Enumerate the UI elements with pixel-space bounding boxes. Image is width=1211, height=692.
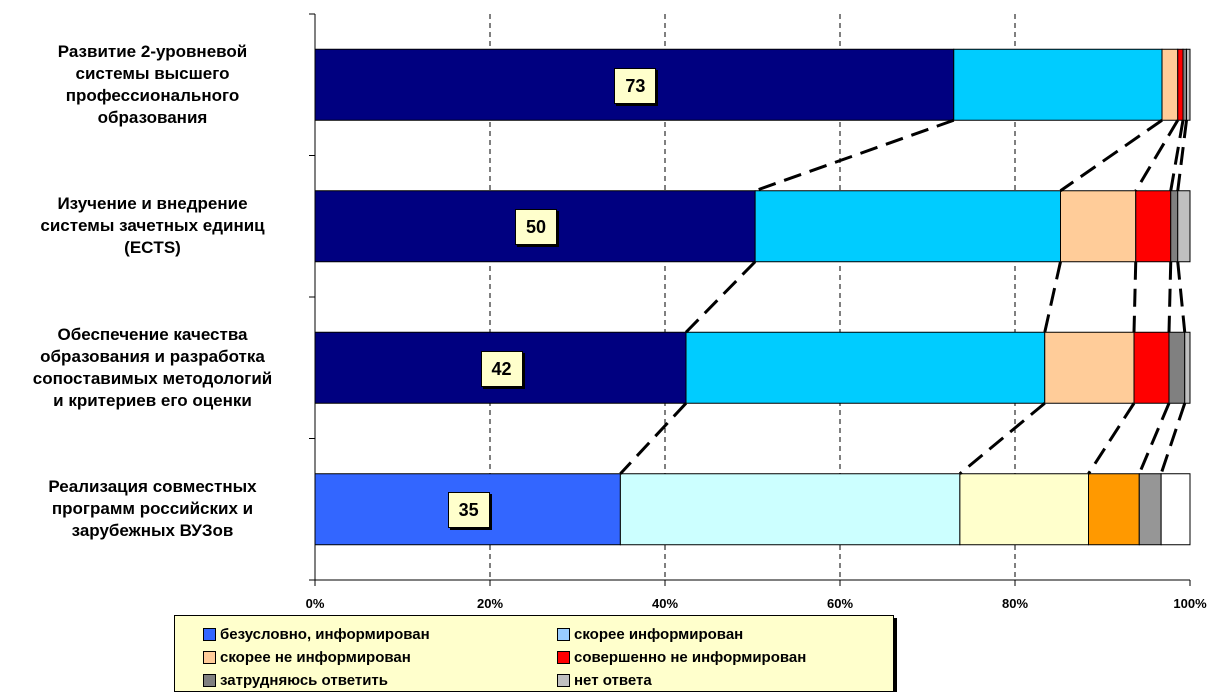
x-tick-label: 80% [1002,596,1028,611]
bar-segment [1135,190,1172,263]
category-label: Изучение и внедрение системы зачетных ед… [40,194,265,258]
legend-swatch [557,674,570,687]
data-label: 50 [515,209,558,246]
category-label: Развитие 2-уровневой системы высшего про… [57,41,248,127]
legend-swatch [557,628,570,641]
legend-swatch [557,651,570,664]
legend-item: совершенно не информирован [557,647,897,668]
series-line [619,402,688,475]
bar-segment [1177,48,1184,121]
bar-segment [1160,473,1191,546]
bar-segment [953,48,1163,121]
x-tick-label: 40% [652,596,678,611]
legend-label: совершенно не информирован [574,648,807,666]
bar-segment [959,473,1089,546]
series-line [1176,120,1188,191]
x-tick-label: 20% [477,596,503,611]
bar-segment [314,331,687,404]
bar-segment [1133,331,1170,404]
legend-item: безусловно, информирован [203,624,557,645]
legend-item: скорее не информирован [203,647,557,668]
series-line [1137,402,1171,475]
legend-swatch [203,628,216,641]
legend-label: нет ответа [574,671,652,689]
bar-segment [1177,190,1191,263]
x-tick-label: 0% [306,596,325,611]
series-line [684,260,757,334]
series-line [1169,119,1185,192]
bar-segment [1184,331,1191,404]
bar-segment [685,331,1046,404]
x-tick-label: 60% [827,596,853,611]
legend-swatch [203,651,216,664]
series-line [1043,261,1062,333]
legend-swatch [203,674,216,687]
legend-item: нет ответа [557,670,897,691]
series-line [958,402,1046,475]
bar-segment [754,190,1061,263]
series-line [1059,119,1163,192]
category-label: Обеспечение качества образования и разра… [32,324,273,410]
bar-segment [1161,48,1179,121]
bar-segment [1170,190,1179,263]
data-label: 35 [447,492,490,529]
series-line [1132,261,1138,333]
series-line [1167,261,1173,333]
bar-segment [1138,473,1162,546]
data-label: 73 [614,67,657,104]
legend-label: безусловно, информирован [220,625,430,643]
legend-label: затрудняюсь ответить [220,671,388,689]
series-line [1134,119,1180,192]
bar-segment [314,190,756,263]
series-line [1176,261,1187,333]
bar-segment [619,473,961,546]
legend-label: скорее не информирован [220,648,411,666]
bar-segment [1168,331,1186,404]
series-line [1159,402,1187,475]
x-tick-label: 100% [1173,596,1207,611]
series-line [754,118,955,193]
series-line [1087,402,1136,475]
bar-segment [1060,190,1137,263]
data-label: 42 [480,350,523,387]
legend-item: скорее информирован [557,624,897,645]
legend-item: затрудняюсь ответить [203,670,557,691]
bar-segment [1088,473,1140,546]
bar-segment [1182,48,1187,121]
category-label: Реализация совместных программ российски… [48,477,257,541]
bar-segment [1044,331,1135,404]
legend: безусловно, информирован скорее информиро… [174,615,894,692]
legend-label: скорее информирован [574,625,744,643]
bar-segment [1186,48,1191,121]
